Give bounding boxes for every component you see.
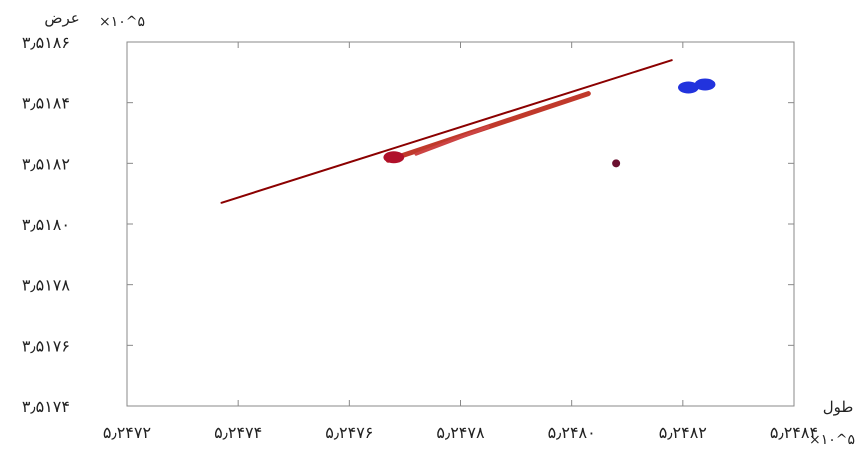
x-axis: ۵٫۲۴۷۲ ۵٫۲۴۷۴ ۵٫۲۴۷۶ ۵٫۲۴۷۸ ۵٫۲۴۸۰ ۵٫۲۴۸۲ ۵٫۲۴… xyxy=(103,42,818,442)
y-tick-label: ۳٫۵۱۸۰ xyxy=(22,215,70,234)
y-tick-label: ۳٫۵۱۷۸ xyxy=(22,276,71,295)
x-tick-label: ۵٫۲۴۸۴ xyxy=(770,423,818,442)
x-tick-label: ۵٫۲۴۷۶ xyxy=(325,423,373,442)
y-tick-label: ۳٫۵۱۸۲ xyxy=(22,154,70,173)
y-tick-label: ۳٫۵۱۸۶ xyxy=(22,33,70,52)
track-line-0 xyxy=(220,59,673,204)
x-axis-scale-label: ×۱۰^۵ xyxy=(809,432,855,448)
plot-area xyxy=(126,41,795,407)
data-point-5 xyxy=(612,159,621,168)
y-tick-label: ۳٫۵۱۷۴ xyxy=(22,397,70,416)
y-tick-label: ۳٫۵۱۷۶ xyxy=(22,336,70,355)
cluster-point-4 xyxy=(694,78,716,91)
track-line-2 xyxy=(414,125,490,156)
y-axis: ۳٫۵۱۸۶ ۳٫۵۱۸۴ ۳٫۵۱۸۲ ۳٫۵۱۸۰ ۳٫۵۱۷۸ ۳٫۵۱۷۶ ۳٫۵۱… xyxy=(22,33,794,416)
x-tick-label: ۵٫۲۴۷۲ xyxy=(103,423,151,442)
y-axis-scale-label: ×۱۰^۵ xyxy=(99,14,145,30)
y-tick-label: ۳٫۵۱۸۴ xyxy=(22,94,70,113)
data-marks xyxy=(220,59,716,204)
cluster-point-4 xyxy=(677,81,699,94)
x-tick-label: ۵٫۲۴۸۰ xyxy=(548,423,596,442)
x-axis-title: طول xyxy=(823,398,854,416)
x-tick-label: ۵٫۲۴۷۴ xyxy=(214,423,262,442)
cluster-point-3 xyxy=(383,151,405,164)
x-tick-label: ۵٫۲۴۸۲ xyxy=(659,423,707,442)
y-axis-title: عرض xyxy=(44,9,79,27)
x-tick-label: ۵٫۲۴۷۸ xyxy=(436,423,485,442)
